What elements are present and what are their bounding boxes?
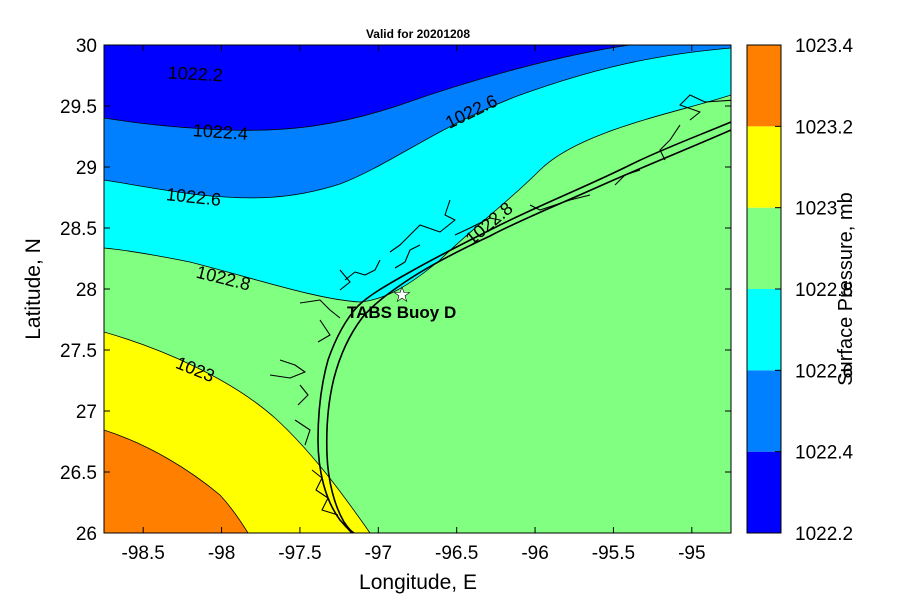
y-tick-label: 26.5 <box>60 463 97 484</box>
x-tick-label: -96 <box>521 543 548 564</box>
y-tick-label: 26 <box>76 524 97 545</box>
x-tick-label: -95 <box>678 543 705 564</box>
x-tick-label: -98 <box>208 543 235 564</box>
colorbar-swatch <box>747 289 781 371</box>
colorbar-tick-label: 1022.8 <box>795 280 853 301</box>
colorbar-swatch <box>747 45 781 127</box>
y-tick-label: 29 <box>76 158 97 179</box>
y-tick-label: 29.5 <box>60 97 97 118</box>
bays-and-inlets <box>269 94 731 516</box>
colorbar-swatch <box>747 451 781 533</box>
buoy-star-icon <box>393 286 411 303</box>
colorbar-tick-label: 1023.4 <box>795 36 854 57</box>
y-tick-label: 27 <box>76 402 97 423</box>
colorbar-tick-label: 1022.6 <box>795 361 853 382</box>
colorbar-swatch <box>747 126 781 208</box>
x-tick-label: -98.5 <box>122 543 165 564</box>
y-axis: 26 26.5 27 27.5 28 28.5 29 29.5 30 <box>60 36 731 545</box>
contour-lines <box>104 45 731 533</box>
colorbar-swatch <box>747 207 781 289</box>
colorbar-tick-label: 1023.2 <box>795 117 853 138</box>
y-tick-label: 28 <box>76 280 97 301</box>
x-tick-label: -97.5 <box>278 543 321 564</box>
y-tick-label: 28.5 <box>60 219 97 240</box>
plot-area: 1022.2 1022.4 1022.6 1022.6 1022.8 1022.… <box>104 45 731 533</box>
map-title: Valid for 20201208 <box>366 27 470 41</box>
x-tick-label: -96.5 <box>435 543 478 564</box>
x-tick-label: -97 <box>365 543 392 564</box>
contour-label: 1022.4 <box>192 120 248 144</box>
band-1023-2 <box>104 430 248 533</box>
coastline <box>269 94 731 533</box>
colorbar: 1022.2 1022.4 1022.6 1022.8 1023 1023.2 1023.4 <box>746 36 854 545</box>
colorbar-tick-label: 1023 <box>795 199 837 220</box>
colorbar-tick-label: 1022.2 <box>795 524 853 545</box>
x-axis-label: Longitude, E <box>359 571 477 594</box>
y-axis-label: Latitude, N <box>22 238 45 340</box>
band-1022-2 <box>104 45 630 131</box>
buoy-label: TABS Buoy D <box>347 303 456 322</box>
mainland-coast <box>317 121 731 533</box>
y-tick-label: 30 <box>76 36 97 57</box>
colorbar-swatch <box>747 370 781 452</box>
x-tick-label: -95.5 <box>592 543 635 564</box>
y-tick-label: 27.5 <box>60 341 97 362</box>
contour-label: 1022.2 <box>167 63 223 86</box>
colorbar-label: Surface Pressure, mb <box>835 192 857 385</box>
x-axis: -98.5 -98 -97.5 -97 -96.5 -96 -95.5 -95 <box>122 45 706 564</box>
barrier-islands <box>325 129 731 533</box>
colorbar-tick-label: 1022.4 <box>795 443 854 464</box>
